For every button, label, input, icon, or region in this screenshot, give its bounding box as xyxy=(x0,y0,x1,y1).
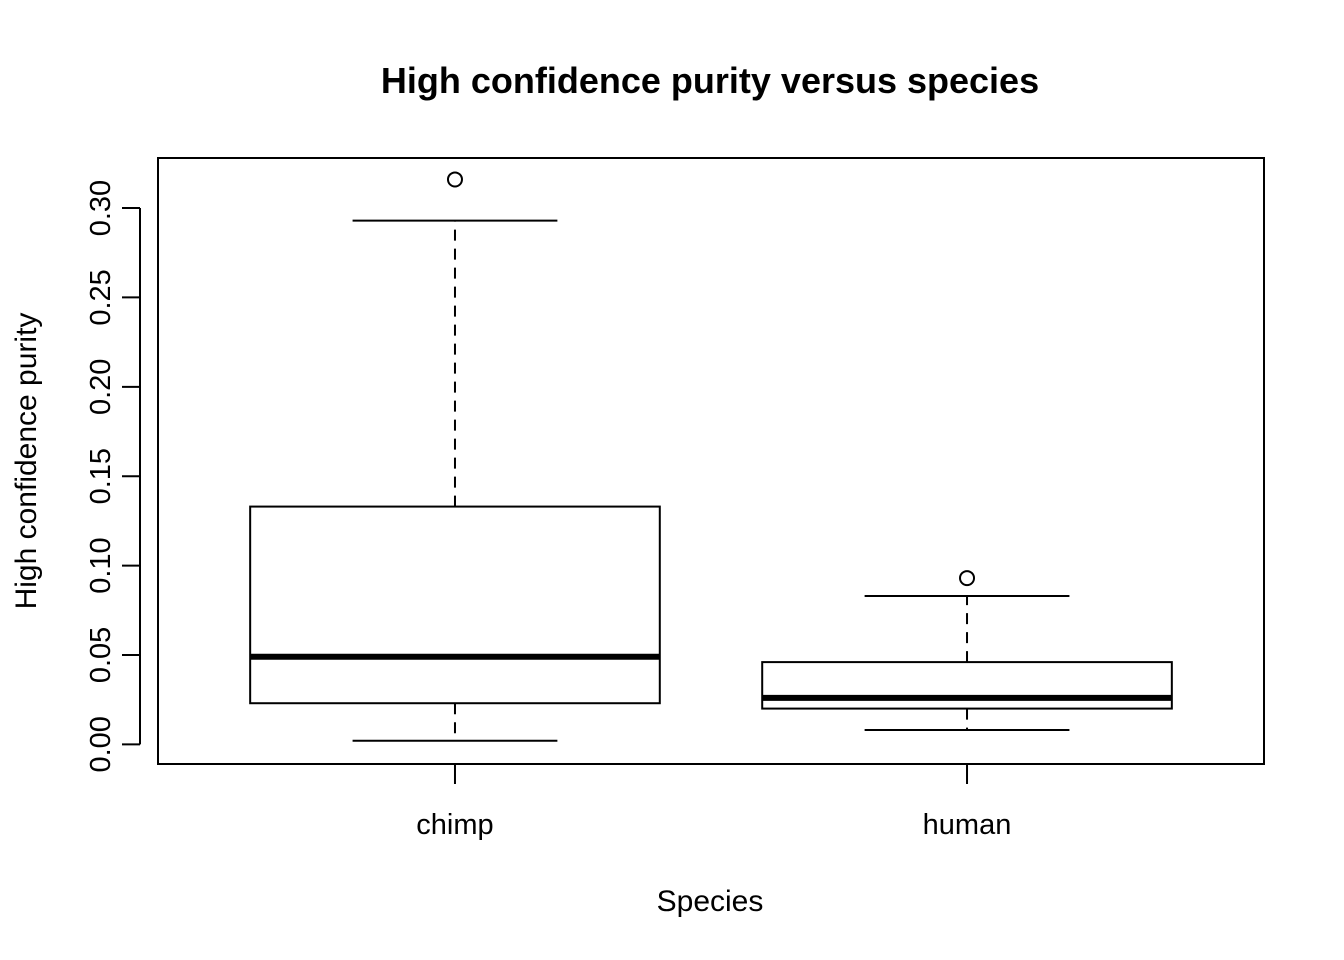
plot-frame xyxy=(157,157,1265,765)
y-tick-label: 0.15 xyxy=(85,448,117,504)
outlier-point xyxy=(959,570,976,587)
y-tick-label: 0.00 xyxy=(85,716,117,772)
x-axis: chimp human xyxy=(416,764,1011,841)
box-human xyxy=(761,570,1173,732)
y-tick-label: 0.30 xyxy=(85,180,117,236)
y-tick-label: 0.05 xyxy=(85,627,117,683)
x-tick-label: human xyxy=(923,809,1012,841)
box-chimp xyxy=(249,171,661,742)
iqr-box xyxy=(249,505,661,705)
y-tick-label: 0.25 xyxy=(85,269,117,325)
x-tick-label: chimp xyxy=(416,809,493,841)
y-axis-label: High confidence purity xyxy=(10,313,43,610)
y-tick-label: 0.10 xyxy=(85,537,117,593)
x-axis-label: Species xyxy=(657,885,764,918)
chart-title: High confidence purity versus species xyxy=(381,60,1039,101)
box-series xyxy=(249,171,1173,742)
y-axis: 0.00 0.05 0.10 0.15 0.20 0.25 0.30 xyxy=(85,180,141,773)
y-tick-label: 0.20 xyxy=(85,359,117,415)
outlier-point xyxy=(446,171,463,188)
iqr-box xyxy=(761,661,1173,710)
